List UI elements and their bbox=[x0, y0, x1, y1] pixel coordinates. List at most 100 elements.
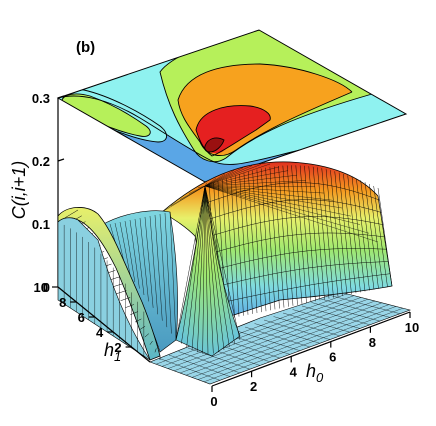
x-tick-label: 2 bbox=[250, 379, 257, 394]
ridge-mesh-line bbox=[144, 333, 149, 338]
wall-fan-line bbox=[204, 163, 271, 187]
x-tick-label: 6 bbox=[329, 350, 336, 365]
peak-mesh-line bbox=[204, 185, 225, 350]
peak-mesh-line bbox=[181, 185, 206, 344]
trough-mesh-line bbox=[159, 213, 168, 328]
wall-fan-line bbox=[204, 185, 325, 194]
y-axis-label-base: h bbox=[104, 340, 114, 360]
trough-mesh-line bbox=[149, 215, 158, 315]
trough-mesh-line bbox=[169, 211, 177, 341]
z-tick-label: 0.2 bbox=[32, 154, 50, 169]
trough-mesh bbox=[99, 211, 177, 341]
wall-fan-line bbox=[204, 185, 379, 243]
wall-fan-line bbox=[204, 170, 289, 187]
z-tick-mark bbox=[57, 158, 65, 162]
trough-mesh-line bbox=[144, 216, 154, 308]
wall-fan-line bbox=[204, 182, 208, 187]
trough-mesh-line bbox=[164, 212, 172, 334]
wall-mesh-contour bbox=[206, 199, 382, 221]
wall-fan-line bbox=[204, 174, 298, 187]
wall-fan-line bbox=[204, 185, 370, 234]
wall-fan-line bbox=[204, 167, 244, 187]
wall-fan-line bbox=[204, 180, 307, 187]
floor-grid-line bbox=[161, 295, 355, 367]
floor-grid-line bbox=[155, 293, 348, 365]
z-tick-label: 0.3 bbox=[32, 91, 50, 106]
ridge-mesh-line bbox=[139, 326, 146, 330]
peak-mesh-line bbox=[202, 185, 206, 354]
y-tick-label: 8 bbox=[59, 295, 66, 310]
peak-mesh-line bbox=[197, 185, 206, 353]
y-tick-label: 2 bbox=[114, 340, 121, 355]
trough-mesh-line bbox=[154, 214, 163, 321]
ridge-mesh-line bbox=[115, 290, 127, 295]
panel-label: (b) bbox=[76, 39, 95, 56]
y-tick-label: 4 bbox=[96, 325, 104, 340]
trough-mesh-line bbox=[139, 217, 149, 302]
ridge-mesh-line bbox=[149, 340, 153, 345]
floor-grid-line bbox=[191, 304, 390, 378]
x-tick-label: 0 bbox=[210, 394, 217, 409]
peak-mesh-line bbox=[191, 185, 206, 350]
trough-mesh-line bbox=[129, 219, 140, 289]
peak-mesh-line bbox=[204, 185, 235, 344]
contour-projection bbox=[58, 30, 406, 182]
wall-mesh-contour bbox=[209, 248, 387, 272]
wall-fan-line bbox=[204, 185, 361, 225]
y-axis-line bbox=[57, 286, 151, 363]
ridge-mesh-line bbox=[125, 304, 134, 308]
y-tick-label: 6 bbox=[78, 310, 85, 325]
surface bbox=[57, 161, 412, 385]
z-axis-label: C(i,i+1) bbox=[9, 161, 29, 220]
floor-grid-line bbox=[179, 300, 376, 374]
surface-left-face bbox=[57, 217, 151, 361]
peak-mesh-line bbox=[204, 185, 214, 354]
floor-grid-line bbox=[185, 302, 383, 376]
wall-fan-line bbox=[204, 173, 226, 187]
x-axis-label: h0 bbox=[306, 361, 324, 385]
wall-fan-line bbox=[204, 177, 217, 187]
trough-mesh-line bbox=[119, 221, 131, 276]
contour-band-green-left bbox=[62, 93, 151, 137]
wall-fan-line bbox=[204, 164, 262, 187]
ridge-mesh-line bbox=[134, 318, 142, 323]
peak-mesh-line bbox=[175, 185, 206, 341]
peak-mesh-line bbox=[204, 185, 241, 341]
floor-grid-line bbox=[167, 297, 362, 369]
floor-grid-line bbox=[197, 306, 397, 380]
wall-fan-line bbox=[188, 185, 206, 194]
floor-grid-line bbox=[203, 308, 404, 382]
y-tick-label: 10 bbox=[34, 280, 48, 295]
peak-mesh-line bbox=[204, 185, 230, 348]
z-tick-label: 0 bbox=[43, 280, 50, 295]
wall-fan-line bbox=[197, 185, 206, 189]
peak-mesh-line bbox=[204, 185, 209, 355]
wall-fan-line bbox=[179, 185, 206, 200]
wall-fan-line bbox=[170, 185, 206, 206]
wall-mesh-contour bbox=[207, 216, 384, 238]
x-axis-label-sub: 0 bbox=[316, 370, 324, 385]
trough-mesh-line bbox=[134, 218, 145, 296]
wall-mesh-contour bbox=[208, 232, 386, 255]
wall-fan-line bbox=[204, 185, 343, 209]
left-face-mesh bbox=[63, 224, 145, 356]
contour-band-darkred bbox=[204, 138, 224, 152]
peak-mesh bbox=[175, 185, 241, 355]
x-tick-label: 8 bbox=[369, 335, 376, 350]
wall-mesh-contour bbox=[210, 261, 389, 289]
y-axis-label-sub: 1 bbox=[114, 349, 121, 364]
wall-fan-line bbox=[204, 170, 235, 187]
wall-fan-line bbox=[204, 185, 334, 201]
ridge-mesh-line bbox=[154, 348, 157, 353]
projection-plane-border bbox=[56, 29, 408, 183]
wall-mesh bbox=[161, 163, 393, 323]
z-tick-mark bbox=[57, 95, 65, 99]
x-axis-label-base: h bbox=[306, 361, 316, 381]
wall-fan-line bbox=[204, 165, 253, 187]
wall-fan-line bbox=[204, 185, 352, 217]
y-axis-label: h1 bbox=[104, 340, 121, 364]
wall-mesh-contour bbox=[211, 273, 391, 306]
peak-mesh-line bbox=[186, 185, 206, 348]
